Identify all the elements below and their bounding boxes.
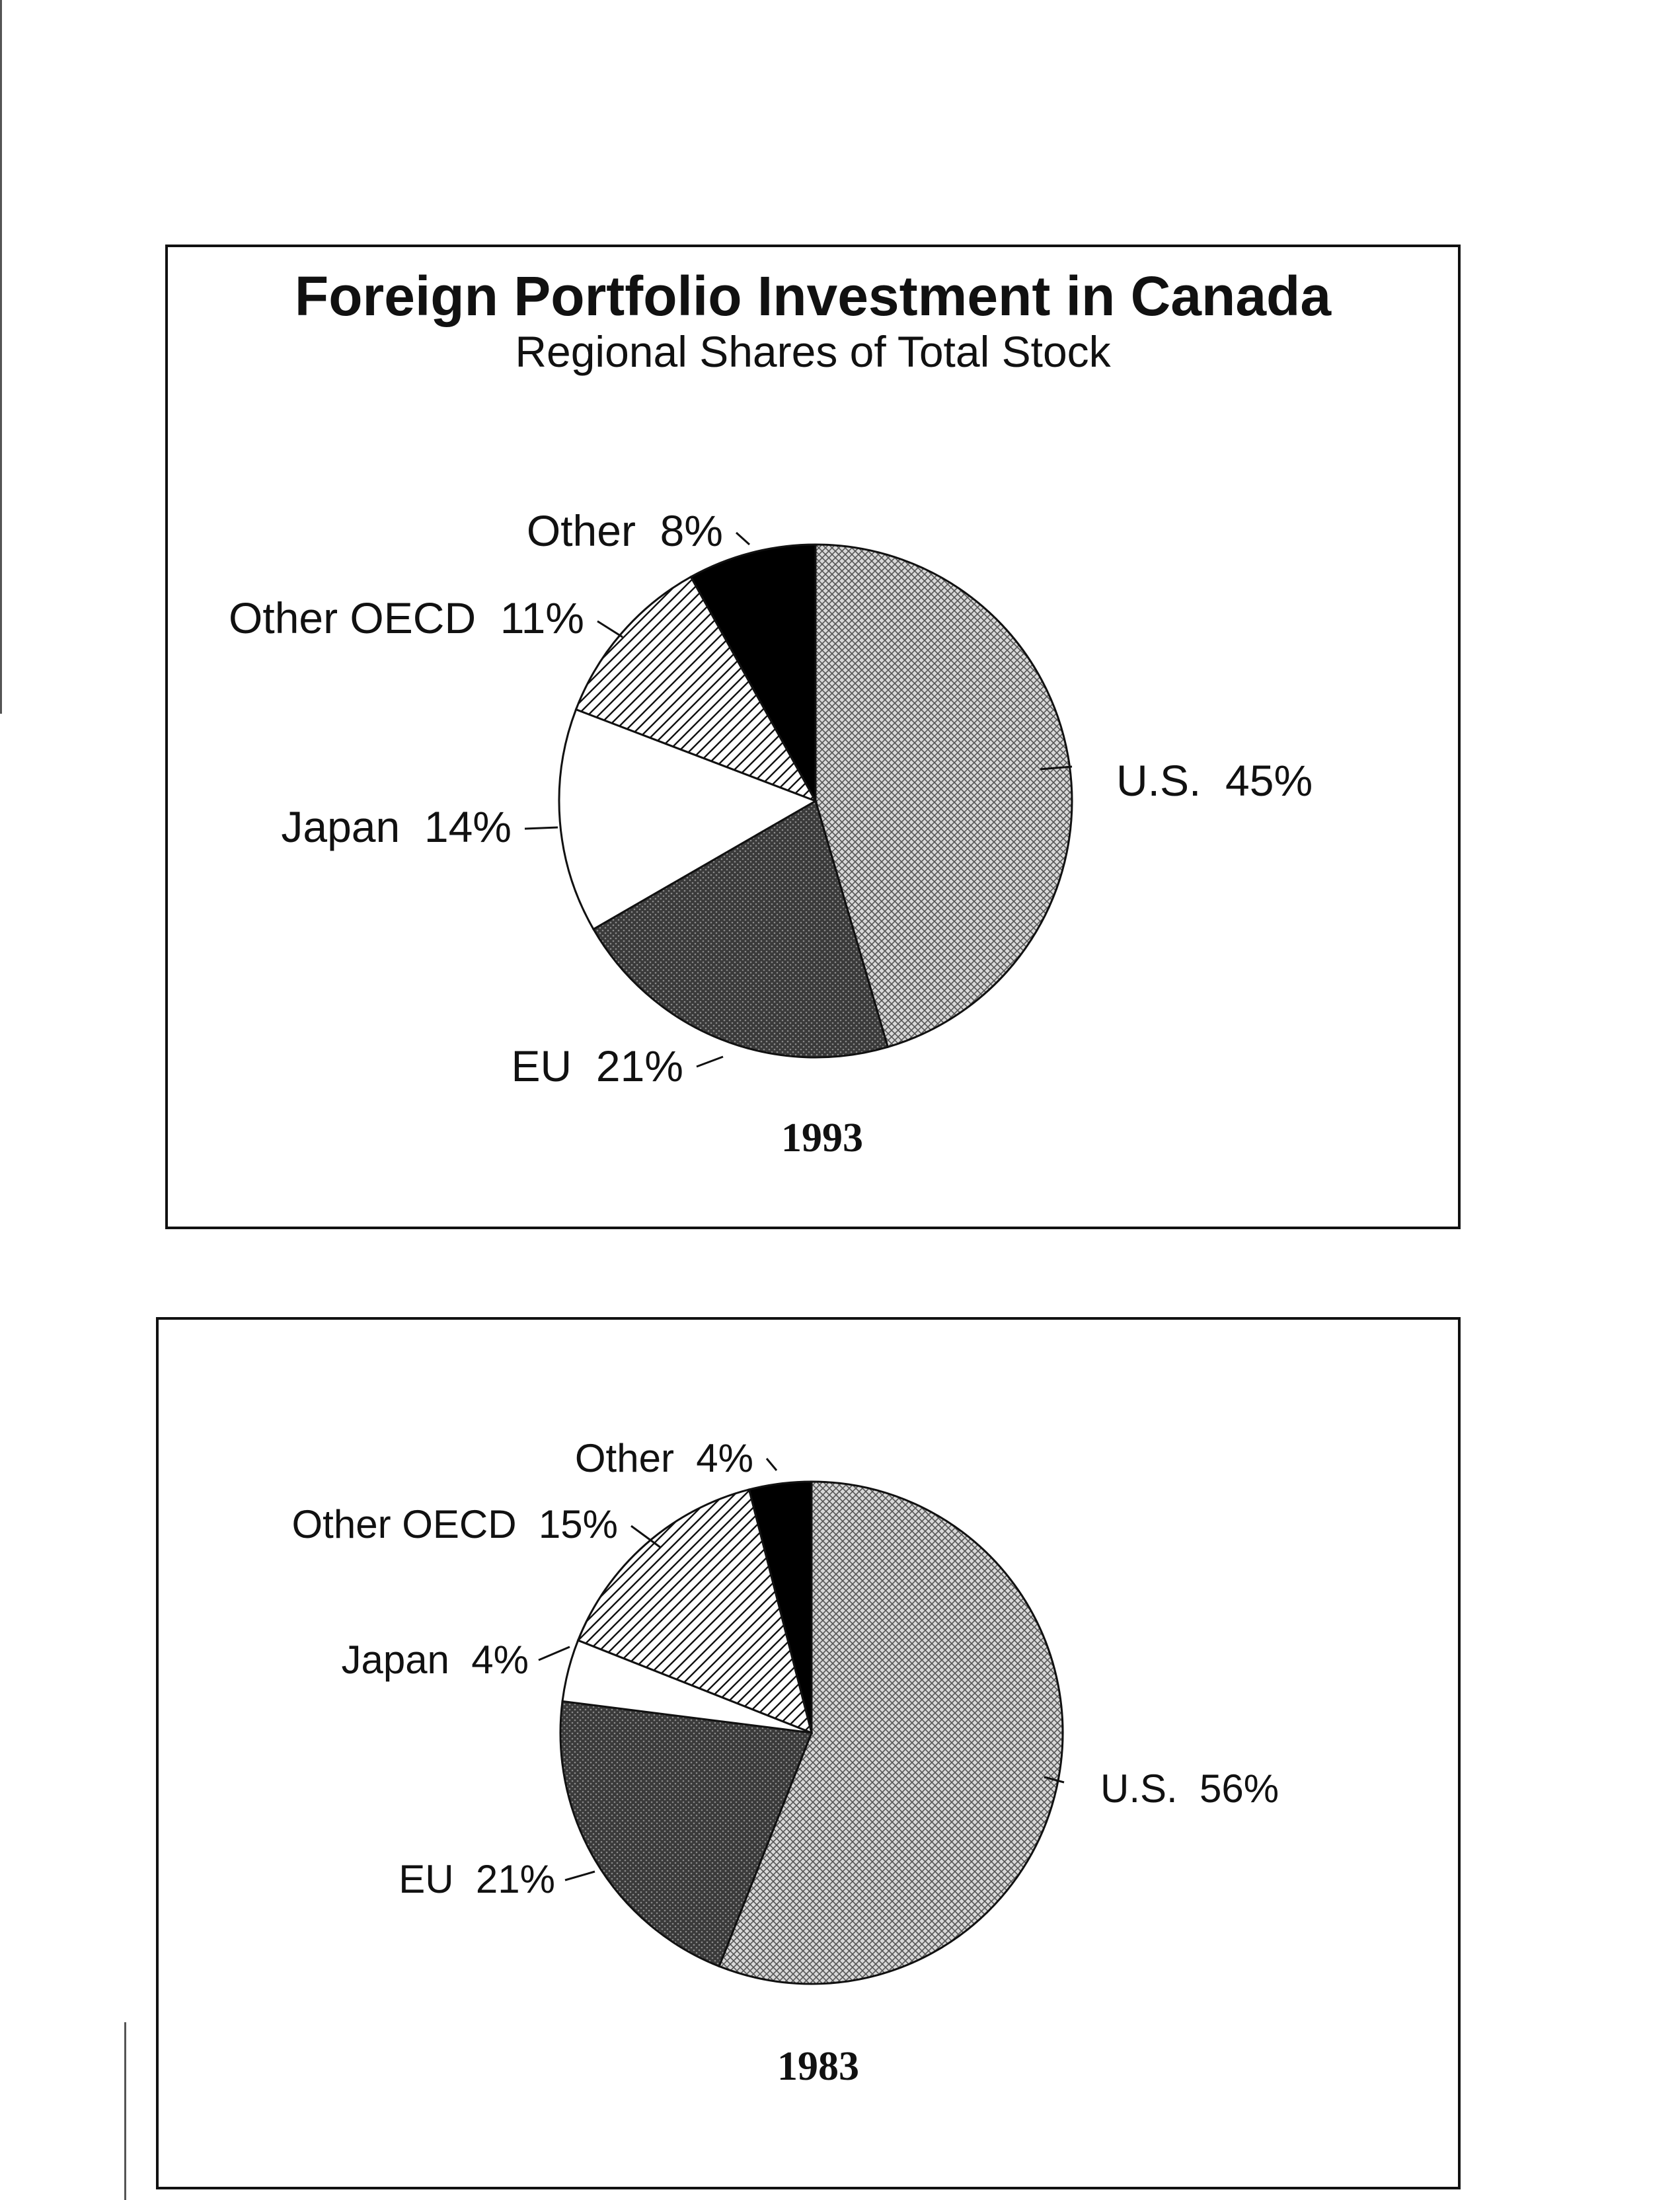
slice-label: Other 8% xyxy=(527,506,723,555)
leader-line xyxy=(696,1055,724,1068)
slice-label: Other OECD 15% xyxy=(291,1502,618,1546)
leader-line xyxy=(765,1458,778,1471)
slice-label: U.S. 45% xyxy=(1116,756,1313,805)
leader-line xyxy=(524,826,558,830)
leader-line xyxy=(597,620,623,638)
slice-label: Other OECD 11% xyxy=(229,593,584,642)
slice-label: EU 21% xyxy=(512,1042,683,1090)
leader-line xyxy=(735,531,751,546)
pie-slice-u-s xyxy=(814,543,1073,1049)
chart-panel-1993: Foreign Portfolio Investment in Canada R… xyxy=(165,245,1461,1229)
leader-line xyxy=(630,1525,662,1549)
pie-slice-other-oecd xyxy=(574,575,818,803)
chart-title: Foreign Portfolio Investment in Canada xyxy=(294,265,1332,327)
chart-subtitle: Regional Shares of Total Stock xyxy=(515,327,1111,376)
slice-label: U.S. 56% xyxy=(1100,1766,1279,1811)
leader-line xyxy=(538,1646,570,1661)
chart-panel-1983: U.S. 56% EU 21% Japan 4% Other OECD 15% Othe… xyxy=(156,1317,1461,2189)
page-edge-line xyxy=(0,0,2,714)
page-edge-line-bottom xyxy=(124,2022,126,2200)
pie-slice-eu xyxy=(592,799,890,1059)
pie-slice-eu xyxy=(559,1700,814,1968)
slice-label: Other 4% xyxy=(575,1436,753,1480)
leader-line xyxy=(1044,1776,1065,1784)
slice-label: Japan 4% xyxy=(341,1638,529,1682)
slice-label: Japan 14% xyxy=(281,802,512,851)
pie-chart-1993: U.S. 45% EU 21% Japan 14% Other OECD 11% Oth… xyxy=(229,506,1313,1160)
pie-slice-other-oecd xyxy=(576,1488,814,1735)
pie-chart-1983: U.S. 56% EU 21% Japan 4% Other OECD 15% Othe… xyxy=(291,1436,1279,2089)
leader-line xyxy=(564,1870,595,1881)
year-label: 1983 xyxy=(777,2044,859,2089)
pie-slice-other xyxy=(747,1480,813,1733)
slice-label: EU 21% xyxy=(399,1857,555,1901)
pie-slice-japan xyxy=(558,708,818,931)
pie-slice-other xyxy=(689,543,817,805)
leader-line xyxy=(1040,765,1073,771)
year-label: 1993 xyxy=(781,1116,863,1160)
